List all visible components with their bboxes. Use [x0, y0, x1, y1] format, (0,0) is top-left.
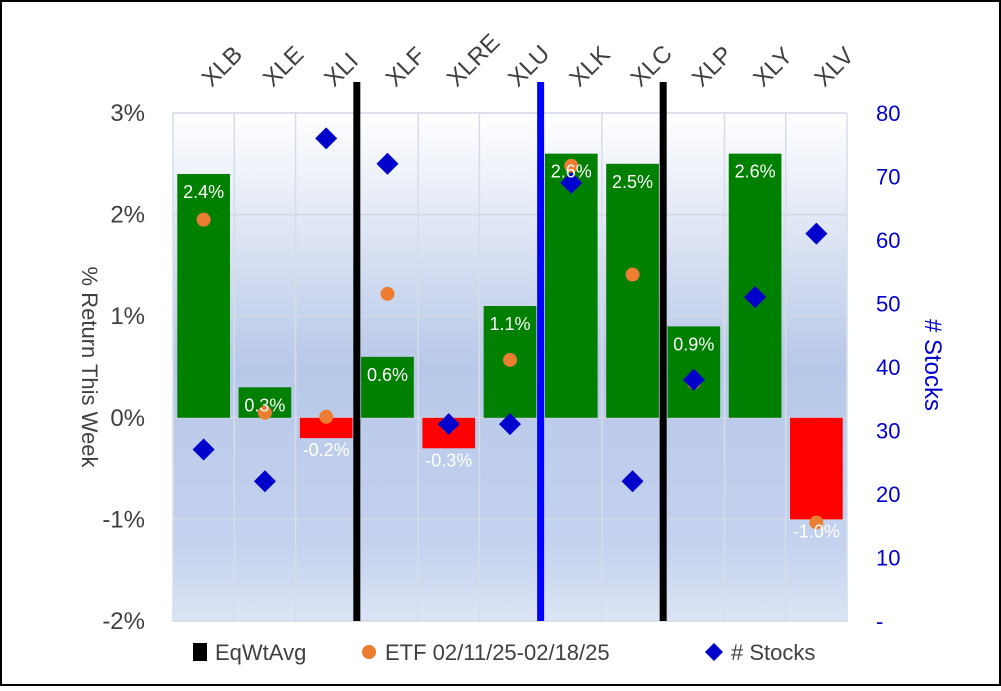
stocks-point-xlre [437, 413, 460, 436]
y2-tick-label: 40 [876, 355, 900, 380]
divider-layer [353, 82, 667, 621]
stocks-point-xly [744, 286, 767, 309]
bar-xlb [177, 173, 230, 418]
legend-label-etf: ETF 02/11/25-02/18/25 [385, 640, 610, 665]
y2-tick-label: 70 [876, 165, 900, 190]
bar-label-xlre: -0.3% [425, 450, 472, 470]
bar-label-xly: 2.6% [735, 162, 776, 182]
y2-tick-label: 80 [876, 101, 900, 126]
stocks-point-xle [253, 470, 276, 493]
y2-tick-label: 20 [876, 482, 900, 507]
stocks-point-xlb [192, 438, 215, 461]
stocks-point-xlf [376, 152, 399, 175]
etf-point-xlb [196, 212, 211, 227]
bar-label-xlf: 0.6% [367, 365, 408, 385]
stocks-point-xlp [682, 368, 705, 391]
y-tick-label: -2% [102, 608, 145, 635]
bar-layer [177, 153, 843, 520]
legend-label-stocks: # Stocks [731, 640, 815, 665]
stocks-point-xli [315, 127, 338, 150]
y2-tick-label: 10 [876, 546, 900, 571]
bar-xli [299, 417, 353, 439]
y-axis-title: % Return This Week [77, 267, 102, 469]
bar-label-xli: -0.2% [303, 440, 350, 460]
stocks-point-xlc [621, 470, 644, 493]
label-layer: 2.4% 0.3% -0.2% 0.6% -0.3% 1.1% 2.6% 2.5% 0.9% 2.… [183, 162, 840, 542]
y-tick-label: 3% [110, 100, 145, 127]
bar-label-xlp: 0.9% [673, 334, 714, 354]
etf-point-xlf [380, 286, 395, 301]
stocks-point-xlv [805, 222, 828, 245]
bar-label-xlc: 2.5% [612, 172, 653, 192]
etf-point-xle [257, 405, 272, 420]
legend-swatch-eqwtavg [193, 643, 207, 661]
etf-point-xlv [809, 515, 824, 530]
y2-tick-label: 30 [876, 419, 900, 444]
y-tick-label: 1% [110, 303, 145, 330]
legend-layer: EqWtAvg ETF 02/11/25-02/18/25 # Stocks [193, 640, 815, 665]
bar-label-xle: 0.3% [244, 395, 285, 415]
bar-label-xlb: 2.4% [183, 182, 224, 202]
bar-xlk [544, 153, 598, 418]
legend-swatch-stocks [705, 643, 723, 661]
y2-tick-label: - [876, 609, 883, 634]
stocks-point-xlu [499, 413, 521, 436]
y2-axis-title: # Stocks [919, 319, 946, 411]
bar-xlf [361, 356, 414, 418]
y-tick-label: 2% [110, 202, 145, 229]
bar-label-xlu: 1.1% [489, 314, 530, 334]
stocks-point-xlk [560, 171, 583, 194]
legend-swatch-etf [362, 645, 376, 659]
etf-point-xlk [564, 158, 579, 173]
legend-label-eqwtavg: EqWtAvg [215, 640, 306, 665]
y2-tick-label: 60 [876, 228, 900, 253]
bar-xlc [606, 163, 659, 418]
y-tick-label: -1% [102, 506, 145, 533]
bar-xlv [790, 417, 843, 520]
point-layer [192, 127, 828, 530]
etf-point-xli [319, 409, 334, 424]
y2-tick-label: 50 [876, 292, 900, 317]
bar-label-xlk: 2.6% [551, 162, 592, 182]
etf-point-xlu [503, 352, 517, 367]
y-tick-label: 0% [110, 405, 145, 432]
bar-xly [728, 153, 782, 418]
etf-point-xlc [625, 267, 640, 282]
bar-label-xlv: -1.0% [793, 521, 840, 541]
